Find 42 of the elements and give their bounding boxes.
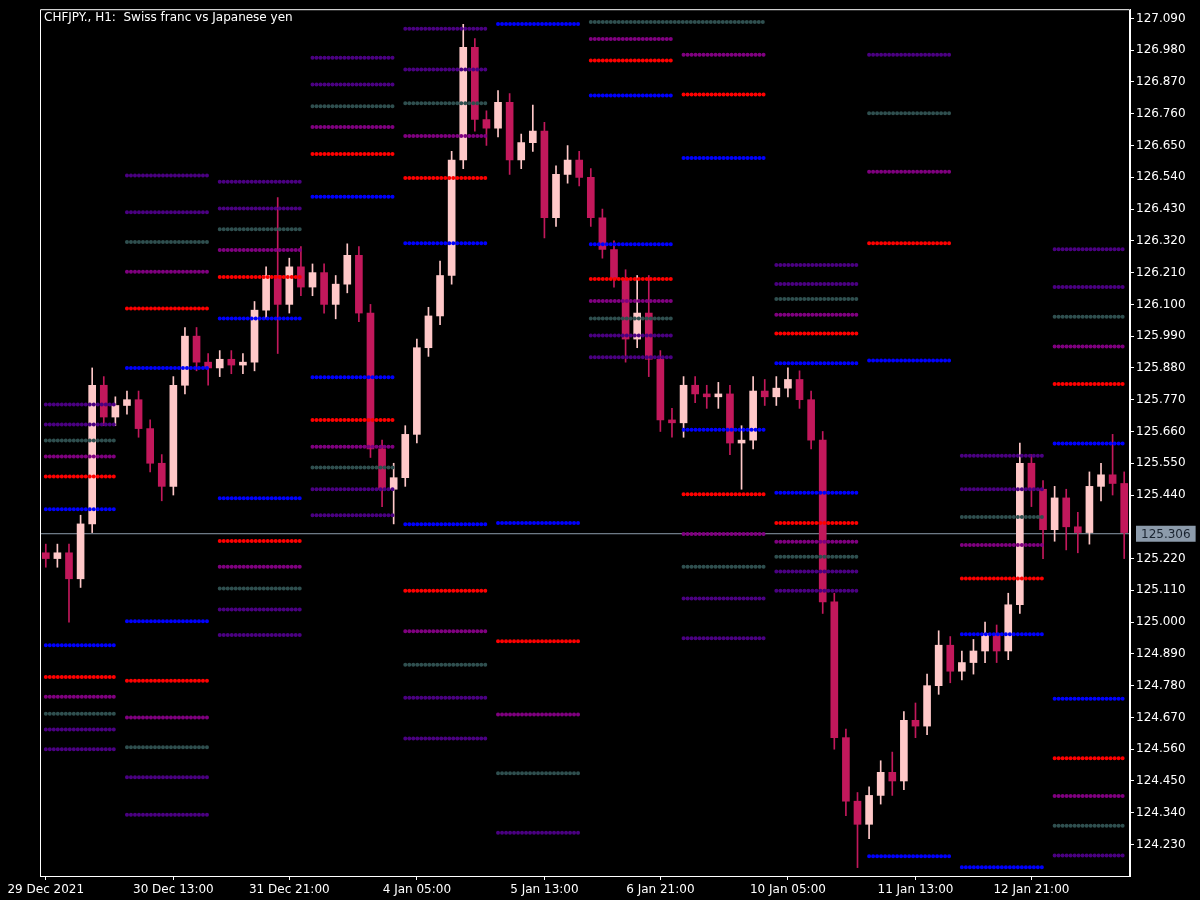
- candlestick: [760, 379, 769, 406]
- y-tick-label: 124.340: [1136, 804, 1186, 819]
- x-tick-label: 11 Jan 13:00: [877, 882, 954, 897]
- y-tick-label: 124.670: [1136, 709, 1186, 724]
- y-tick-label: 126.100: [1136, 296, 1186, 311]
- y-tick-label: 126.210: [1136, 264, 1186, 279]
- x-tick-label: 5 Jan 13:00: [510, 882, 579, 897]
- y-tick-label: 125.440: [1136, 487, 1186, 502]
- candlestick: [888, 751, 897, 796]
- y-tick-label: 124.230: [1136, 836, 1186, 851]
- y-tick-label: 125.880: [1136, 360, 1186, 375]
- y-tick-label: 126.760: [1136, 105, 1186, 120]
- y-tick-label: 125.220: [1136, 550, 1186, 565]
- y-tick-label: 126.430: [1136, 201, 1186, 216]
- y-tick-label: 126.320: [1136, 232, 1186, 247]
- candlestick: [528, 104, 537, 152]
- y-tick-label: 124.450: [1136, 773, 1186, 788]
- y-tick-label: 125.550: [1136, 455, 1186, 470]
- x-tick-label: 6 Jan 21:00: [626, 882, 695, 897]
- x-tick-label: 30 Dec 13:00: [133, 882, 214, 897]
- y-tick-label: 124.780: [1136, 677, 1186, 692]
- chart-title: CHFJPY., H1: Swiss franc vs Japanese yen: [44, 10, 293, 25]
- candlestick: [1073, 512, 1082, 554]
- x-tick-label: 10 Jan 05:00: [749, 882, 826, 897]
- ref-line-label: 125.306: [1141, 526, 1191, 541]
- x-tick-label: 12 Jan 21:00: [993, 882, 1070, 897]
- y-tick-label: 126.650: [1136, 137, 1186, 152]
- y-tick-label: 127.090: [1136, 10, 1186, 25]
- y-tick-label: 124.890: [1136, 646, 1186, 661]
- y-tick-label: 125.000: [1136, 614, 1186, 629]
- y-tick-label: 126.980: [1136, 42, 1186, 57]
- y-tick-label: 125.110: [1136, 582, 1186, 597]
- y-tick-label: 125.660: [1136, 423, 1186, 438]
- y-tick-label: 125.770: [1136, 391, 1186, 406]
- y-tick-label: 124.560: [1136, 741, 1186, 756]
- y-tick-label: 125.990: [1136, 328, 1186, 343]
- y-tick-label: 126.870: [1136, 74, 1186, 89]
- x-tick-label: 4 Jan 05:00: [382, 882, 452, 897]
- y-tick-label: 126.540: [1136, 169, 1186, 184]
- x-tick-label: 31 Dec 21:00: [248, 882, 330, 897]
- candlestick: [273, 197, 282, 354]
- x-tick-label: 29 Dec 2021: [7, 882, 85, 897]
